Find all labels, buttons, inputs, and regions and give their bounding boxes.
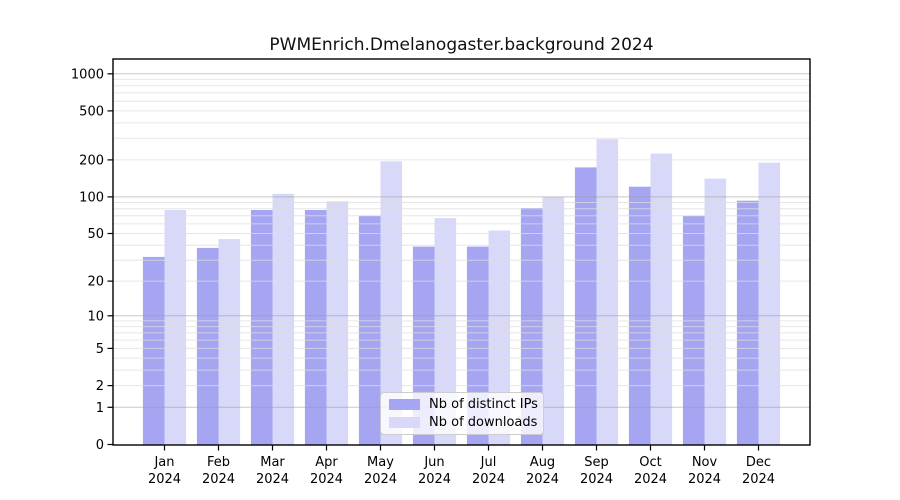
x-tick-label-may: May 2024 — [364, 455, 397, 487]
chart-title: PWMEnrich.Dmelanogaster.background 2024 — [269, 35, 654, 55]
x-tick-label-apr: Apr 2024 — [310, 455, 343, 487]
bar-feb-downloads — [218, 239, 241, 445]
legend-swatch-downloads — [389, 416, 420, 428]
x-tick-label-oct: Oct 2024 — [634, 455, 667, 487]
legend: Nb of distinct IPs Nb of downloads — [380, 392, 544, 435]
bar-apr-ips — [304, 210, 327, 445]
y-tick-label: 2 — [96, 379, 104, 394]
x-tick-label-dec: Dec 2024 — [742, 455, 775, 487]
y-axis: 0 1 2 5 10 20 50 100 200 500 1000 — [71, 67, 113, 453]
x-tick-label-aug: Aug 2024 — [526, 455, 559, 487]
y-tick-label: 1000 — [71, 67, 104, 82]
y-tick-label: 50 — [87, 227, 104, 242]
bar-mar-ips — [250, 210, 273, 445]
bar-feb-ips — [196, 247, 219, 445]
x-tick-label-jul: Jul 2024 — [472, 455, 505, 487]
y-tick-label: 0 — [96, 438, 104, 453]
minor-gridlines — [113, 78, 810, 387]
y-tick-label: 20 — [87, 275, 104, 290]
bar-mar-downloads — [272, 193, 295, 445]
x-tick-label-jun: Jun 2024 — [418, 455, 451, 487]
x-axis: Jan 2024 Feb 2024 Mar 2024 Apr 2024 May 2024 Jun 20… — [148, 445, 775, 487]
x-tick-label-feb: Feb 2024 — [202, 455, 235, 487]
x-tick-label-nov: Nov 2024 — [688, 455, 721, 487]
legend-swatch-distinct-ips — [389, 399, 420, 411]
legend-label-downloads: Nb of downloads — [429, 414, 538, 430]
bar-apr-downloads — [326, 201, 349, 445]
legend-label-distinct-ips: Nb of distinct IPs — [429, 397, 538, 413]
y-tick-label: 200 — [79, 153, 104, 168]
bar-jan-ips — [142, 256, 165, 445]
plot-frame — [112, 58, 811, 446]
y-tick-label: 100 — [79, 190, 104, 205]
x-tick-label-jan: Jan 2024 — [148, 455, 181, 487]
y-tick-label: 500 — [79, 104, 104, 119]
x-tick-label-mar: Mar 2024 — [256, 455, 289, 487]
legend-item-distinct-ips: Nb of distinct IPs — [389, 397, 538, 413]
bar-may-ips — [358, 215, 381, 445]
bar-jul-downloads — [488, 230, 511, 445]
bar-oct-downloads — [650, 153, 673, 445]
bar-jun-downloads — [434, 218, 457, 445]
y-tick-label: 1 — [96, 401, 104, 416]
bar-dec-downloads — [758, 162, 781, 445]
bar-sep-ips — [574, 167, 597, 445]
bar-sep-downloads — [596, 139, 619, 445]
x-tick-label-sep: Sep 2024 — [580, 455, 613, 487]
bar-dec-ips — [736, 200, 759, 445]
y-tick-label: 10 — [87, 309, 104, 324]
legend-item-downloads: Nb of downloads — [389, 414, 538, 430]
bar-nov-downloads — [704, 178, 727, 445]
bar-nov-ips — [682, 215, 705, 445]
bar-may-downloads — [380, 161, 403, 446]
y-tick-label: 5 — [96, 342, 104, 357]
bar-jan-downloads — [164, 210, 187, 445]
